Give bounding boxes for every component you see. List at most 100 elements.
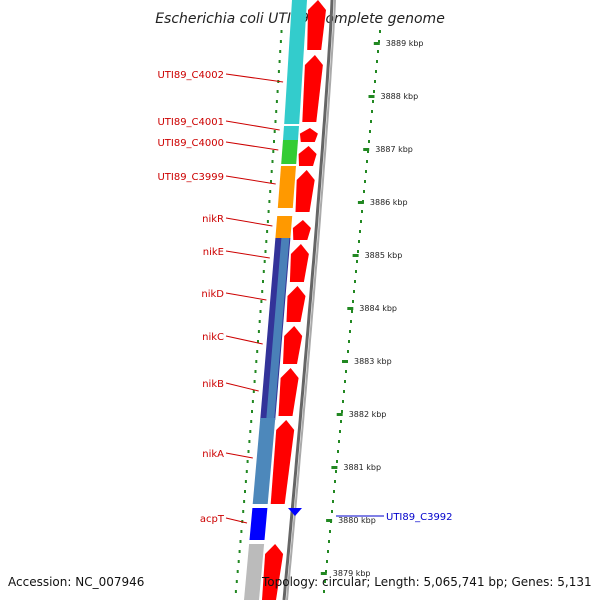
feature-block bbox=[281, 140, 298, 164]
gene-label: UTI89_C4002 bbox=[157, 70, 224, 81]
cds-arrow bbox=[270, 420, 295, 504]
ring-dot bbox=[352, 300, 354, 303]
kbp-tick-label: 3888 kbp bbox=[381, 92, 419, 101]
ring-dot bbox=[278, 60, 281, 63]
gene-leader-line bbox=[225, 335, 263, 345]
ring-dot bbox=[244, 480, 247, 483]
feature-block bbox=[284, 0, 307, 124]
cds-arrow bbox=[307, 0, 326, 50]
feature-block bbox=[244, 544, 265, 600]
ring-dot bbox=[367, 150, 369, 153]
kbp-tick-label: 3880 kbp bbox=[338, 516, 376, 525]
ring-dot bbox=[343, 390, 345, 393]
ring-dot bbox=[251, 410, 253, 413]
ring-dot bbox=[354, 280, 356, 283]
tick-mark bbox=[320, 572, 327, 575]
ring-dot bbox=[275, 110, 278, 113]
gene-labels: UTI89_C4002 UTI89_C4001 UTI89_C4000 UTI89_C… bbox=[157, 70, 284, 525]
gene-label: UTI89_C4001 bbox=[157, 117, 224, 128]
tick-mark bbox=[368, 95, 375, 98]
ring-dot bbox=[350, 320, 352, 323]
ring-dot bbox=[277, 70, 280, 73]
ring-dot bbox=[337, 450, 339, 453]
ring-dot bbox=[331, 510, 333, 513]
cds-arrow bbox=[283, 326, 303, 364]
ring-dot bbox=[279, 50, 282, 53]
ring-dot bbox=[356, 260, 358, 263]
gene-leader-line bbox=[225, 382, 259, 392]
ring-dot bbox=[234, 590, 237, 593]
ring-dot bbox=[275, 100, 278, 103]
ring-dot bbox=[374, 80, 376, 83]
ring-dot bbox=[333, 490, 335, 493]
tick-mark bbox=[357, 201, 364, 204]
gene-label: nikD bbox=[201, 289, 224, 300]
ring-dot bbox=[338, 440, 340, 443]
ring-dot bbox=[334, 480, 336, 483]
ring-dot bbox=[336, 460, 338, 463]
ring-dot bbox=[239, 540, 242, 543]
tick-mark bbox=[373, 42, 380, 45]
ring-dot bbox=[262, 270, 265, 273]
ring-dot bbox=[280, 30, 283, 33]
ring-dot bbox=[324, 580, 326, 583]
ring-dot bbox=[272, 150, 275, 153]
ring-dot bbox=[345, 370, 347, 373]
ring-dot bbox=[339, 430, 341, 433]
feature-block bbox=[283, 126, 299, 140]
gene-leader-line bbox=[225, 120, 280, 131]
ring-dot bbox=[361, 210, 363, 213]
cds-arrow bbox=[295, 170, 315, 212]
ring-dot bbox=[327, 550, 329, 553]
ring-dot bbox=[369, 130, 371, 133]
ring-dot bbox=[247, 450, 250, 453]
ring-dot bbox=[237, 560, 240, 563]
accession-label: Accession: NC_007946 bbox=[8, 575, 144, 589]
feature-block bbox=[252, 418, 276, 504]
ring-dot bbox=[368, 140, 370, 143]
ring-dot bbox=[258, 320, 261, 323]
gene-label: nikC bbox=[202, 332, 224, 343]
kbp-tick-label: 3884 kbp bbox=[359, 304, 397, 313]
ring-dot bbox=[357, 250, 359, 253]
ring-dot bbox=[246, 460, 249, 463]
gene-label: nikA bbox=[202, 449, 224, 460]
ring-dot bbox=[257, 330, 260, 333]
ring-dot bbox=[253, 380, 256, 383]
ring-dot bbox=[355, 270, 357, 273]
ring-dot bbox=[243, 500, 246, 503]
gene-leader-line bbox=[225, 175, 276, 185]
ring-dot bbox=[240, 530, 243, 533]
backbone-line bbox=[282, 0, 334, 600]
cds-arrow bbox=[302, 55, 323, 122]
ring-dot bbox=[268, 200, 271, 203]
feature-track-inner bbox=[244, 0, 307, 600]
ring-dot bbox=[279, 40, 282, 43]
ring-dot bbox=[373, 90, 375, 93]
gene-leader-line bbox=[225, 517, 248, 524]
gene-leader-line bbox=[225, 141, 279, 151]
feature-block bbox=[249, 508, 268, 540]
ring-dot bbox=[267, 210, 270, 213]
ring-dot bbox=[328, 540, 330, 543]
tick-mark bbox=[326, 519, 333, 522]
ring-dot bbox=[351, 310, 353, 313]
ring-dot bbox=[378, 40, 380, 43]
gene-leader-line bbox=[225, 217, 273, 227]
cds-arrow bbox=[286, 286, 306, 322]
ring-dot bbox=[251, 400, 254, 403]
ring-dot bbox=[340, 420, 342, 423]
cds-arrow bbox=[262, 544, 284, 600]
genome-backbone bbox=[282, 0, 336, 600]
ring-dot bbox=[249, 430, 252, 433]
gene-leader-line bbox=[225, 250, 270, 259]
ring-dot bbox=[271, 160, 274, 163]
ring-dot bbox=[266, 220, 269, 223]
ring-dot bbox=[325, 570, 327, 573]
feature-overlay bbox=[266, 238, 290, 420]
tick-mark bbox=[347, 307, 354, 310]
ring-dot bbox=[236, 570, 239, 573]
ring-dot bbox=[250, 420, 253, 423]
feature-block bbox=[275, 216, 293, 238]
tick-mark bbox=[336, 413, 343, 416]
